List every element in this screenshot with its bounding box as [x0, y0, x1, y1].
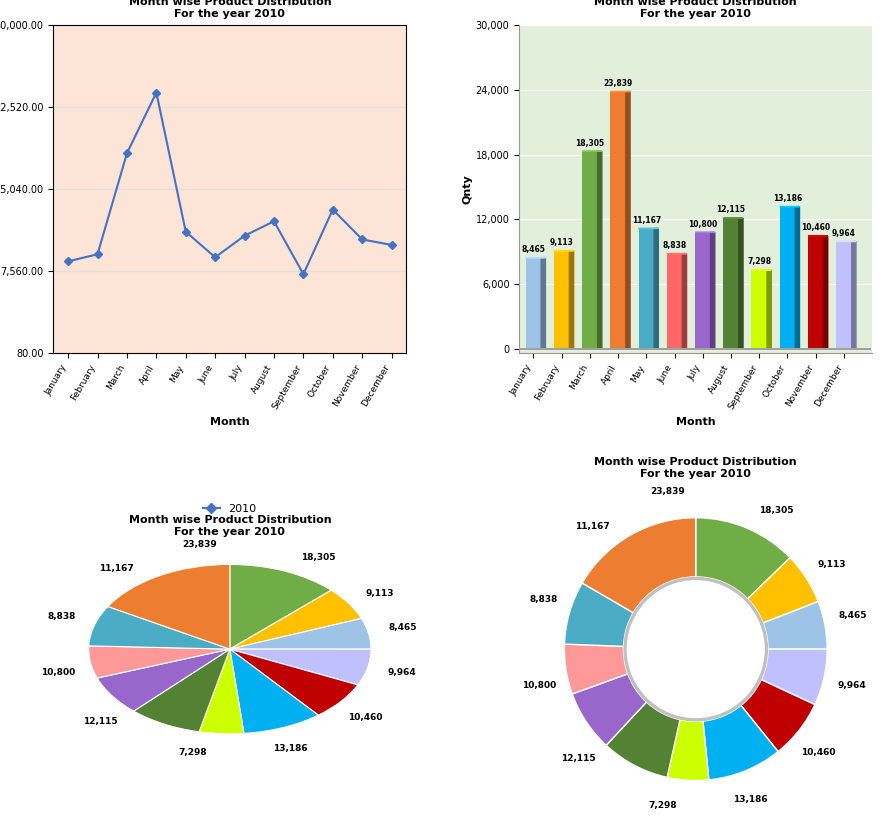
Bar: [724, 218, 739, 349]
Wedge shape: [668, 720, 708, 780]
Text: 9,113: 9,113: [550, 238, 573, 247]
Bar: [582, 151, 597, 349]
Wedge shape: [230, 564, 331, 649]
Text: 11,167: 11,167: [632, 216, 661, 225]
Text: 8,465: 8,465: [522, 245, 546, 254]
Text: 12,115: 12,115: [716, 205, 746, 214]
Polygon shape: [767, 271, 772, 349]
Circle shape: [627, 581, 765, 717]
Text: 11,167: 11,167: [99, 564, 134, 573]
Wedge shape: [230, 649, 358, 715]
Text: 8,465: 8,465: [388, 622, 417, 632]
Text: 18,305: 18,305: [575, 139, 604, 148]
Text: 23,839: 23,839: [651, 486, 685, 496]
Text: 9,964: 9,964: [832, 228, 856, 237]
Text: 9,113: 9,113: [817, 559, 846, 569]
Wedge shape: [199, 649, 244, 734]
Wedge shape: [761, 649, 827, 705]
Polygon shape: [570, 251, 574, 349]
Bar: [808, 236, 823, 349]
Wedge shape: [606, 702, 680, 778]
Wedge shape: [134, 649, 230, 732]
Text: 18,305: 18,305: [301, 553, 336, 562]
Wedge shape: [703, 706, 778, 780]
Polygon shape: [823, 236, 828, 349]
Title: Month wise Product Distribution
For the year 2010: Month wise Product Distribution For the …: [595, 457, 797, 479]
Wedge shape: [763, 602, 827, 649]
Polygon shape: [541, 257, 546, 349]
Text: 9,113: 9,113: [365, 588, 393, 598]
Text: 10,460: 10,460: [348, 713, 383, 722]
Wedge shape: [230, 618, 371, 649]
Polygon shape: [852, 242, 856, 349]
Text: 7,298: 7,298: [648, 802, 676, 810]
Text: 13,186: 13,186: [733, 795, 768, 804]
Text: 10,460: 10,460: [801, 748, 836, 757]
Bar: [780, 207, 796, 349]
Text: 10,460: 10,460: [801, 223, 830, 232]
Text: 13,186: 13,186: [773, 194, 802, 203]
Polygon shape: [710, 232, 715, 349]
Y-axis label: Qnty: Qnty: [463, 174, 473, 204]
Text: 11,167: 11,167: [575, 522, 610, 531]
Text: 8,838: 8,838: [662, 241, 687, 250]
Text: 10,800: 10,800: [688, 220, 717, 228]
Text: 8,838: 8,838: [48, 612, 77, 621]
Text: 9,964: 9,964: [387, 668, 417, 677]
Polygon shape: [683, 254, 686, 349]
X-axis label: Month: Month: [210, 417, 250, 427]
Bar: [695, 232, 710, 349]
Polygon shape: [739, 218, 743, 349]
Text: 8,465: 8,465: [838, 612, 867, 620]
Polygon shape: [796, 207, 799, 349]
Wedge shape: [97, 649, 230, 711]
Title: Month wise Product Distribution
For the year 2010: Month wise Product Distribution For the …: [128, 515, 331, 537]
Title: Month wise Product Distribution
For the year 2010: Month wise Product Distribution For the …: [595, 0, 797, 18]
X-axis label: Month: Month: [676, 417, 716, 427]
Wedge shape: [230, 590, 361, 649]
Wedge shape: [230, 649, 371, 685]
Text: 7,298: 7,298: [748, 257, 772, 266]
Wedge shape: [582, 518, 696, 613]
Text: 7,298: 7,298: [179, 748, 207, 757]
Text: 10,800: 10,800: [522, 681, 556, 690]
Bar: [526, 257, 541, 349]
Text: 10,800: 10,800: [41, 668, 75, 677]
Text: 23,839: 23,839: [603, 79, 633, 88]
Polygon shape: [626, 91, 630, 349]
Bar: [667, 254, 683, 349]
Wedge shape: [748, 558, 818, 623]
Wedge shape: [108, 564, 230, 649]
Title: Month wise Product Distribution
For the year 2010: Month wise Product Distribution For the …: [128, 0, 331, 18]
Circle shape: [624, 578, 767, 720]
Wedge shape: [230, 649, 319, 734]
Polygon shape: [597, 151, 602, 349]
Bar: [611, 91, 626, 349]
Text: 13,186: 13,186: [273, 745, 308, 753]
Text: 9,964: 9,964: [837, 681, 866, 690]
Wedge shape: [741, 680, 815, 751]
Bar: [837, 242, 852, 349]
Legend: 2010: 2010: [198, 500, 261, 519]
Bar: [751, 271, 767, 349]
Wedge shape: [564, 644, 627, 694]
Text: 12,115: 12,115: [562, 754, 595, 763]
Wedge shape: [572, 674, 646, 745]
Wedge shape: [89, 607, 230, 649]
Text: 12,115: 12,115: [84, 717, 118, 726]
Wedge shape: [89, 646, 230, 678]
Bar: [638, 228, 654, 349]
Wedge shape: [696, 518, 790, 598]
Text: 23,839: 23,839: [182, 540, 216, 549]
Polygon shape: [654, 228, 659, 349]
Text: 8,838: 8,838: [529, 595, 557, 604]
Bar: [554, 251, 570, 349]
Wedge shape: [564, 583, 634, 647]
Text: 18,305: 18,305: [758, 505, 793, 515]
